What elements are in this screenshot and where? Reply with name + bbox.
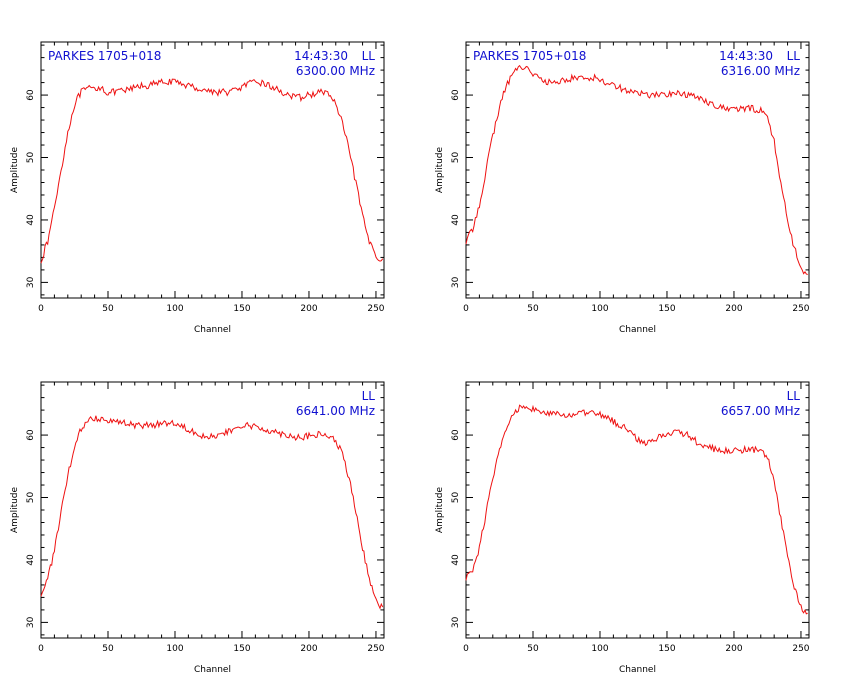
- x-tick-label: 250: [792, 644, 809, 654]
- frequency-label: 6300.00 MHz: [296, 64, 375, 78]
- plot-frame: [40, 41, 385, 299]
- x-tick-label: 50: [102, 304, 114, 314]
- y-axis-label: Amplitude: [435, 486, 445, 533]
- frequency-label: 6316.00 MHz: [721, 64, 800, 78]
- plot-frame: [40, 381, 385, 639]
- y-tick-label: 40: [26, 554, 36, 566]
- y-tick-label: 40: [451, 554, 461, 566]
- polarization-label: LL: [787, 389, 801, 403]
- source-label: PARKES 1705+018: [48, 49, 161, 63]
- x-tick-label: 0: [463, 644, 469, 654]
- spectrum-trace: [40, 415, 384, 610]
- x-tick-label: 250: [367, 644, 384, 654]
- y-tick-label: 60: [26, 89, 36, 101]
- time-label: 14:43:30: [294, 49, 348, 63]
- frequency-label: 6641.00 MHz: [296, 404, 375, 418]
- x-tick-label: 100: [591, 304, 608, 314]
- y-axis-label: Amplitude: [10, 486, 20, 533]
- spectrum-trace: [465, 404, 808, 615]
- y-tick-label: 60: [451, 429, 461, 441]
- x-tick-label: 50: [527, 644, 539, 654]
- panel-2: 0 50 100 150 200 250 30 40 50 60 Channel Amplitude P…: [435, 41, 810, 335]
- y-tick-label: 30: [451, 276, 461, 288]
- x-axis-label: Channel: [194, 325, 231, 335]
- x-tick-label: 150: [233, 304, 250, 314]
- time-label: 14:43:30: [719, 49, 773, 63]
- y-tick-label: 50: [26, 492, 36, 504]
- y-tick-label: 50: [26, 152, 36, 164]
- x-tick-label: 0: [38, 644, 44, 654]
- spectrum-trace: [465, 64, 808, 276]
- y-tick-label: 50: [451, 492, 461, 504]
- x-tick-label: 150: [658, 304, 675, 314]
- y-tick-label: 40: [26, 214, 36, 226]
- x-tick-label: 200: [300, 644, 317, 654]
- y-tick-label: 60: [451, 89, 461, 101]
- y-tick-label: 60: [26, 429, 36, 441]
- x-tick-label: 200: [725, 644, 742, 654]
- plot-frame: [465, 41, 810, 299]
- source-label: PARKES 1705+018: [473, 49, 586, 63]
- y-axis-label: Amplitude: [435, 146, 445, 193]
- x-tick-label: 150: [233, 644, 250, 654]
- y-tick-label: 50: [451, 152, 461, 164]
- x-tick-label: 100: [591, 644, 608, 654]
- y-tick-label: 40: [451, 214, 461, 226]
- panel-1: 0 50 100 150 200 250 30 40 50 60 Channel Amplitude P…: [10, 41, 385, 335]
- frequency-label: 6657.00 MHz: [721, 404, 800, 418]
- x-tick-label: 200: [725, 304, 742, 314]
- polarization-label: LL: [362, 49, 376, 63]
- y-tick-label: 30: [451, 616, 461, 628]
- x-tick-label: 150: [658, 644, 675, 654]
- plot-frame: [465, 381, 810, 639]
- x-tick-label: 50: [527, 304, 539, 314]
- x-axis-label: Channel: [194, 665, 231, 675]
- x-axis-label: Channel: [619, 325, 656, 335]
- y-axis-label: Amplitude: [10, 146, 20, 193]
- x-tick-label: 100: [166, 304, 183, 314]
- polarization-label: LL: [787, 49, 801, 63]
- x-tick-label: 0: [463, 304, 469, 314]
- x-tick-label: 50: [102, 644, 114, 654]
- x-tick-label: 250: [792, 304, 809, 314]
- spectrum-trace: [40, 78, 384, 264]
- x-tick-label: 0: [38, 304, 44, 314]
- x-tick-label: 200: [300, 304, 317, 314]
- x-axis-label: Channel: [619, 665, 656, 675]
- x-tick-label: 100: [166, 644, 183, 654]
- panel-4: 0 50 100 150 200 250 30 40 50 60 Channel Amplitude L…: [435, 381, 810, 675]
- y-tick-label: 30: [26, 276, 36, 288]
- panel-3: 0 50 100 150 200 250 30 40 50 60 Channel Amplitude L…: [10, 381, 385, 675]
- y-tick-label: 30: [26, 616, 36, 628]
- x-tick-label: 250: [367, 304, 384, 314]
- polarization-label: LL: [362, 389, 376, 403]
